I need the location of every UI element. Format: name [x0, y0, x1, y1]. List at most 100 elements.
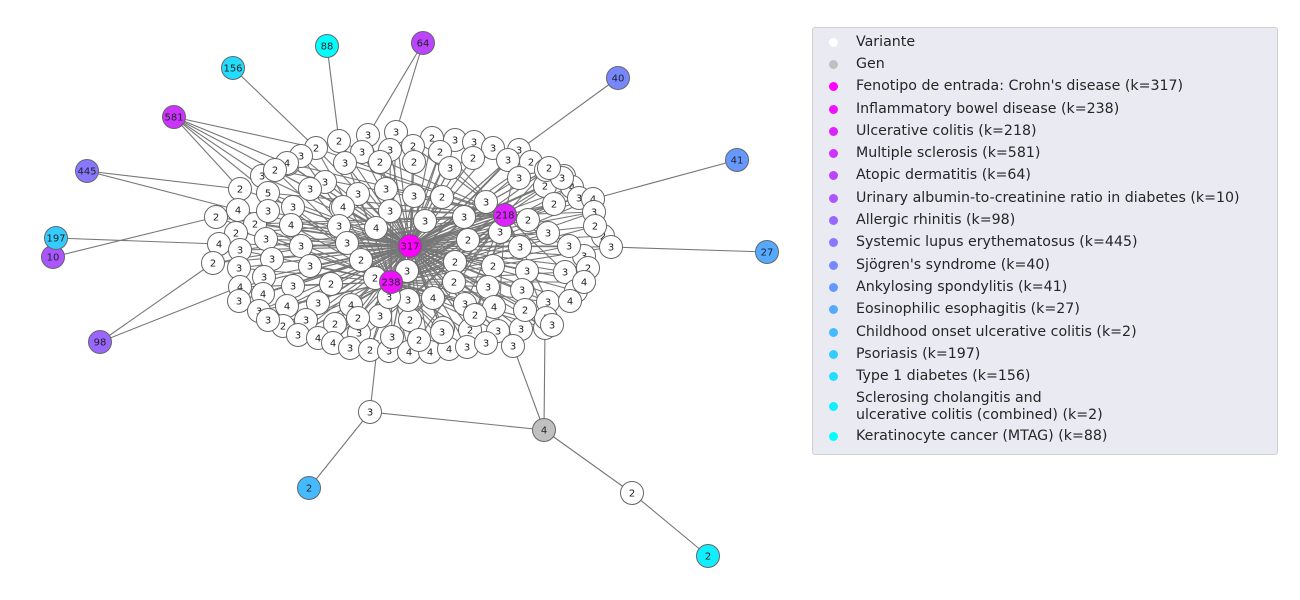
variant-node: 3 — [430, 320, 454, 344]
variant-node-label: 3 — [576, 194, 582, 205]
variant-node-circle — [346, 306, 370, 330]
variant-node-label: 3 — [490, 144, 496, 155]
gene-node: 4 — [532, 418, 556, 442]
variant-node-circle — [364, 216, 388, 240]
phenotype-edge — [99, 262, 214, 343]
variant-node: 2 — [319, 272, 343, 296]
legend-label: Eosinophilic esophagitis (k=27) — [856, 301, 1080, 318]
variant-edge — [504, 214, 549, 303]
variant-node: 3 — [599, 235, 623, 259]
phenotype-node-circle — [162, 105, 186, 129]
variant-node-label: 2 — [551, 200, 557, 211]
legend-item: Ankylosing spondylitis (k=41) — [823, 276, 1269, 298]
variant-node-label: 2 — [313, 144, 319, 155]
variant-node-label: 2 — [407, 316, 413, 327]
variant-node-circle — [298, 177, 322, 201]
variant-node: 2 — [516, 208, 540, 232]
variant-edge — [409, 245, 585, 257]
variant-node-label: 2 — [585, 264, 591, 275]
variant-node: 3 — [536, 221, 560, 245]
variant-node-circle — [557, 234, 581, 258]
variant-node: 3 — [374, 177, 398, 201]
variant-node-label: 2 — [272, 166, 278, 177]
phenotype-node-circle — [75, 159, 99, 183]
variant-node-circle — [256, 308, 280, 332]
variant-node-label: 3 — [387, 207, 393, 218]
variant-node-label: 3 — [265, 207, 271, 218]
phenotype-edge — [52, 216, 217, 258]
variant-node-label: 2 — [237, 185, 243, 196]
phenotype-node-label: 2 — [705, 552, 711, 563]
variant-node-label: 2 — [280, 322, 286, 333]
variant-node: 3 — [256, 308, 280, 332]
variant-node-circle — [279, 213, 303, 237]
phenotype-node-circle — [44, 226, 68, 250]
variant-node: 3 — [254, 227, 278, 251]
variant-node-circle — [536, 221, 560, 245]
legend-label: Keratinocyte cancer (MTAG) (k=88) — [856, 428, 1108, 445]
phenotype-edge — [173, 116, 289, 165]
variant-node-label: 3 — [517, 243, 523, 254]
variant-node-label: 2 — [472, 311, 478, 322]
variant-node-label: 3 — [265, 316, 271, 327]
phenotype-node-label: 41 — [731, 156, 744, 167]
variant-node-label: 3 — [495, 327, 501, 338]
variant-node-label: 3 — [545, 298, 551, 309]
hub-phenotype-node-circle — [493, 203, 517, 227]
variant-node: 4 — [421, 286, 445, 310]
legend-marker — [829, 171, 838, 181]
legend-label: Ankylosing spondylitis (k=41) — [856, 278, 1068, 295]
phenotype-node: 2 — [297, 476, 321, 500]
variant-node: 3 — [338, 336, 362, 360]
phenotype-node: 197 — [44, 226, 68, 250]
legend-marker — [829, 149, 838, 159]
variant-node-circle — [599, 235, 623, 259]
variant-node: 3 — [413, 209, 437, 233]
variant-node-circle — [378, 199, 402, 223]
variant-node-circle — [413, 209, 437, 233]
variant-node: 2 — [461, 146, 485, 170]
variant-node-circle — [263, 158, 287, 182]
legend-label: Urinary albumin-to-creatinine ratio in d… — [856, 189, 1240, 206]
variant-node-label: 4 — [348, 301, 354, 312]
variant-edge — [504, 197, 580, 216]
variant-node-label: 3 — [347, 344, 353, 355]
hub-phenotype-node: 238 — [379, 270, 403, 294]
legend-item: Systemic lupus erythematosus (k=445) — [823, 232, 1269, 254]
phenotype-node-label: 27 — [761, 248, 774, 259]
hub-phenotype-node-label: 238 — [381, 278, 400, 289]
variant-node: 3 — [508, 235, 532, 259]
variant-node-label: 3 — [383, 185, 389, 196]
variant-node-label: 4 — [491, 303, 497, 314]
variant-node: 3 — [378, 199, 402, 223]
variant-node-label: 4 — [569, 183, 575, 194]
phenotype-node-circle — [88, 330, 112, 354]
phenotype-node-circle — [221, 56, 245, 80]
variant-node-label: 5 — [265, 189, 271, 200]
variant-node-circle — [508, 235, 532, 259]
variant-node-label: 2 — [525, 216, 531, 227]
legend-label: Sclerosing cholangitis and ulcerative co… — [856, 389, 1103, 423]
phenotype-node: 10 — [41, 245, 65, 269]
variant-node-label: 3 — [404, 267, 410, 278]
variant-node: 2 — [542, 192, 566, 216]
phenotype-node-label: 88 — [321, 42, 334, 53]
variant-node-label: 4 — [581, 278, 587, 289]
variant-node-label: 3 — [237, 246, 243, 257]
legend-item: Multiple sclerosis (k=581) — [823, 142, 1269, 164]
variant-node-circle — [463, 303, 487, 327]
branch-edge — [631, 492, 709, 557]
variant-node: 2 — [513, 298, 537, 322]
variant-node-label: 4 — [235, 206, 241, 217]
variant-node-label: 2 — [377, 158, 383, 169]
phenotype-node-circle — [315, 34, 339, 58]
variant-node: 4 — [331, 195, 355, 219]
variant-node-label: 2 — [465, 236, 471, 247]
variant-node-label: 3 — [483, 339, 489, 350]
branch-edge — [512, 345, 545, 431]
legend-marker — [829, 59, 838, 69]
legend-marker — [829, 349, 838, 359]
phenotype-node-circle — [696, 544, 720, 568]
legend-item: Sjögren's syndrome (k=40) — [823, 254, 1269, 276]
variant-node-label: 3 — [344, 239, 350, 250]
